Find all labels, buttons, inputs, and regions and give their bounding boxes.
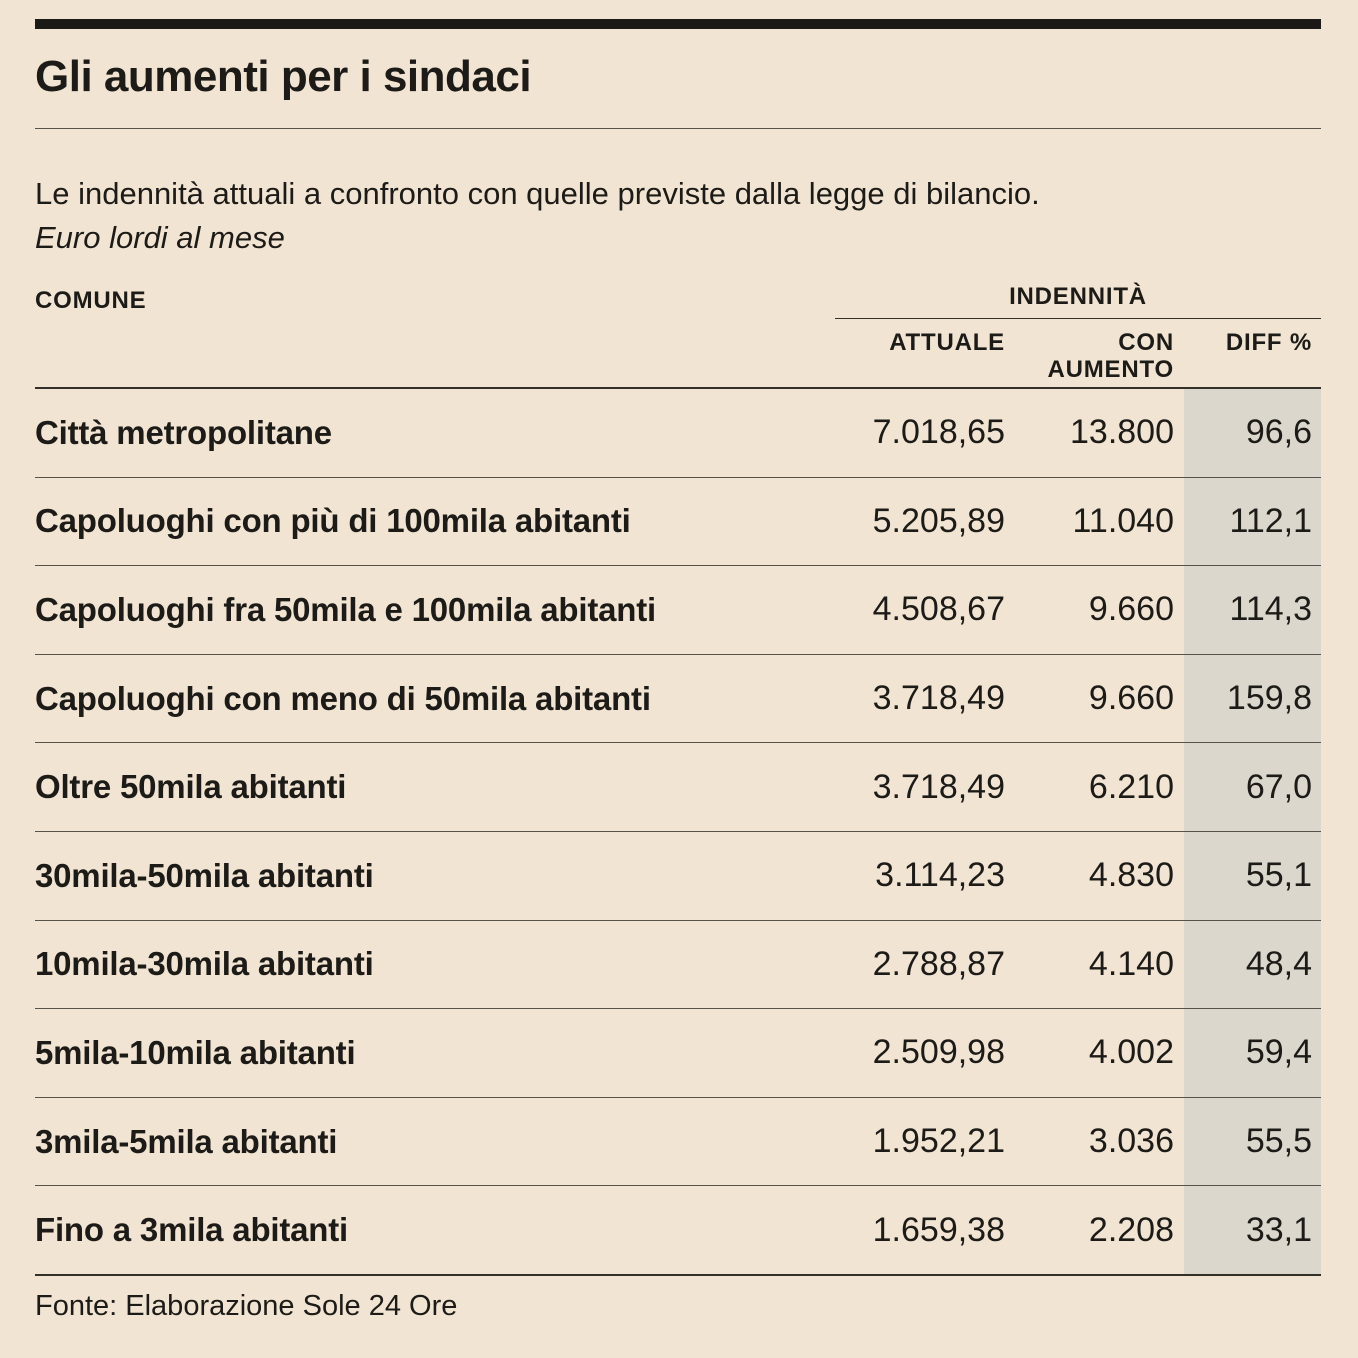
row-con-aumento: 3.036: [1088, 1122, 1174, 1161]
row-diff: 55,1: [1245, 856, 1312, 895]
row-con-aumento: 4.140: [1088, 944, 1174, 983]
table-row: 3mila-5mila abitanti 1.952,21 3.036 55,5: [35, 1098, 1321, 1187]
row-comune: 10mila-30mila abitanti: [35, 945, 374, 983]
table-row: Città metropolitane 7.018,65 13.800 96,6: [35, 389, 1321, 478]
row-diff: 159,8: [1226, 679, 1312, 718]
row-attuale: 2.788,87: [872, 944, 1005, 983]
column-group-header-indennita: INDENNITÀ: [835, 283, 1321, 319]
row-con-aumento: 9.660: [1088, 590, 1174, 629]
row-con-aumento: 9.660: [1088, 679, 1174, 718]
row-diff: 48,4: [1245, 944, 1312, 983]
row-con-aumento: 4.002: [1088, 1033, 1174, 1072]
table-row: 10mila-30mila abitanti 2.788,87 4.140 48…: [35, 921, 1321, 1010]
sub-header-spacer: [35, 329, 805, 383]
row-attuale: 2.509,98: [872, 1033, 1005, 1072]
row-comune: 3mila-5mila abitanti: [35, 1122, 338, 1160]
table-row: Capoluoghi fra 50mila e 100mila abitanti…: [35, 566, 1321, 655]
row-diff: 96,6: [1245, 413, 1312, 452]
unit-note: Euro lordi al mese: [35, 220, 285, 255]
row-diff: 114,3: [1229, 590, 1312, 629]
table-header: COMUNE INDENNITÀ ATTUALE CON AUMENTO DIF…: [35, 283, 1321, 389]
sub-header-row: ATTUALE CON AUMENTO DIFF %: [35, 329, 1321, 383]
row-comune: Oltre 50mila abitanti: [35, 768, 347, 806]
row-attuale: 1.952,21: [872, 1122, 1005, 1161]
row-comune: Capoluoghi fra 50mila e 100mila abitanti: [35, 590, 657, 628]
row-con-aumento: 6.210: [1088, 767, 1174, 806]
page-title: Gli aumenti per i sindaci: [35, 52, 532, 101]
source-note: Fonte: Elaborazione Sole 24 Ore: [35, 1289, 458, 1322]
row-diff: 112,1: [1229, 501, 1312, 540]
row-comune: Capoluoghi con più di 100mila abitanti: [35, 502, 631, 540]
column-header-con-aumento: CON AUMENTO: [1005, 329, 1184, 383]
row-attuale: 4.508,67: [872, 590, 1005, 629]
title-divider: [35, 128, 1321, 129]
row-comune: 5mila-10mila abitanti: [35, 1033, 356, 1071]
table-row: Oltre 50mila abitanti 3.718,49 6.210 67,…: [35, 743, 1321, 832]
row-con-aumento: 4.830: [1088, 856, 1174, 895]
row-attuale: 3.718,49: [872, 767, 1005, 806]
table-row: Fino a 3mila abitanti 1.659,38 2.208 33,…: [35, 1186, 1321, 1274]
table-row: Capoluoghi con meno di 50mila abitanti 3…: [35, 655, 1321, 744]
row-attuale: 3.114,23: [875, 856, 1005, 895]
row-diff: 33,1: [1245, 1210, 1312, 1249]
column-header-con-aumento-label: CON AUMENTO: [1047, 329, 1174, 383]
table-row: Capoluoghi con più di 100mila abitanti 5…: [35, 478, 1321, 567]
table-row: 30mila-50mila abitanti 3.114,23 4.830 55…: [35, 832, 1321, 921]
row-comune: Città metropolitane: [35, 413, 332, 451]
row-diff: 59,4: [1245, 1033, 1312, 1072]
row-con-aumento: 2.208: [1088, 1210, 1174, 1249]
row-con-aumento: 13.800: [1070, 413, 1174, 452]
table-row: 5mila-10mila abitanti 2.509,98 4.002 59,…: [35, 1009, 1321, 1098]
row-con-aumento: 11.040: [1072, 501, 1174, 540]
row-comune: Fino a 3mila abitanti: [35, 1211, 349, 1249]
column-header-diff: DIFF %: [1225, 329, 1312, 356]
top-rule-bar: [35, 19, 1321, 29]
column-header-attuale: ATTUALE: [889, 329, 1005, 356]
row-attuale: 3.718,49: [872, 679, 1005, 718]
subtitle: Le indennità attuali a confronto con que…: [35, 176, 1040, 211]
row-diff: 67,0: [1245, 767, 1312, 806]
table-body: Città metropolitane 7.018,65 13.800 96,6…: [35, 389, 1321, 1276]
row-attuale: 5.205,89: [872, 501, 1005, 540]
row-attuale: 7.018,65: [872, 413, 1005, 452]
column-header-comune: COMUNE: [35, 287, 147, 314]
row-attuale: 1.659,38: [872, 1210, 1005, 1249]
row-diff: 55,5: [1245, 1122, 1312, 1161]
row-comune: Capoluoghi con meno di 50mila abitanti: [35, 679, 651, 717]
row-comune: 30mila-50mila abitanti: [35, 856, 374, 894]
